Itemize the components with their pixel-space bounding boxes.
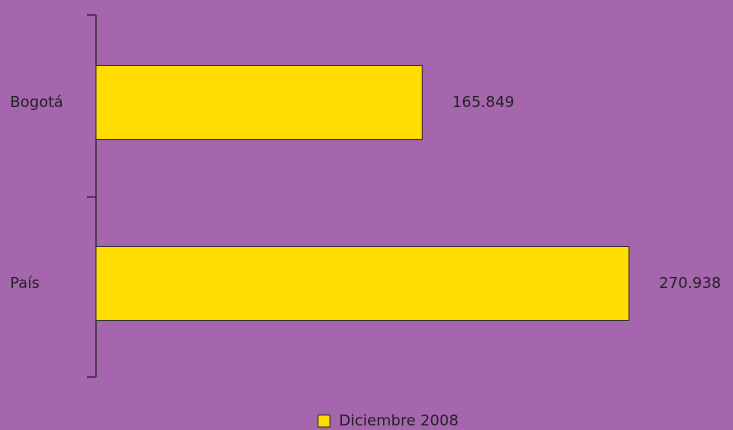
category-label: Bogotá bbox=[10, 93, 63, 111]
value-label: 270.938 bbox=[659, 274, 721, 292]
legend-label: Diciembre 2008 bbox=[339, 412, 459, 430]
category-label: País bbox=[10, 274, 40, 292]
category-axis bbox=[87, 14, 97, 378]
bar bbox=[95, 65, 423, 140]
bar bbox=[95, 246, 630, 321]
legend-swatch bbox=[317, 414, 331, 428]
value-label: 165.849 bbox=[452, 93, 514, 111]
